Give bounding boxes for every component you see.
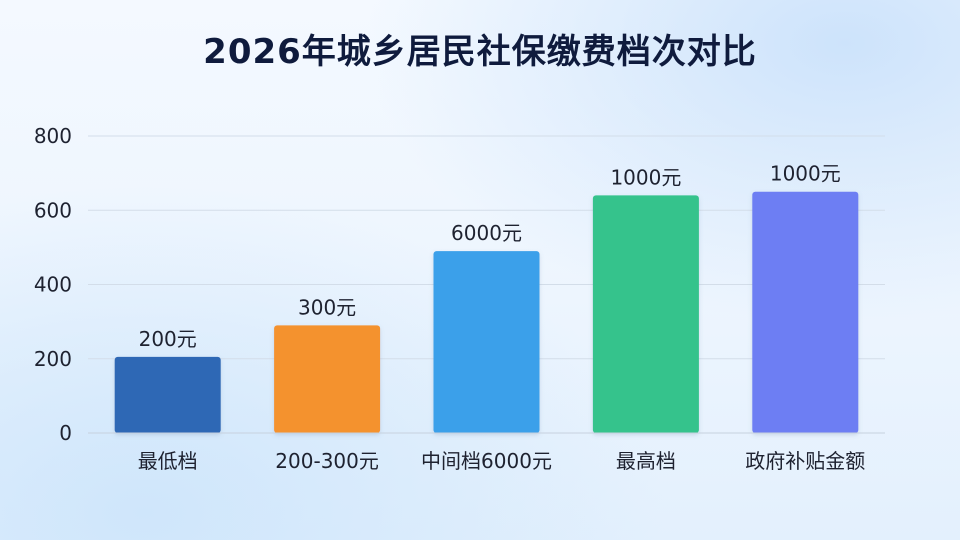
bar bbox=[592, 195, 699, 433]
data-label: 6000元 bbox=[451, 221, 522, 245]
data-label: 1000元 bbox=[610, 165, 681, 189]
data-label: 1000元 bbox=[770, 162, 841, 186]
bar bbox=[433, 251, 540, 433]
x-tick-label: 中间档6000元 bbox=[421, 449, 552, 473]
y-tick-label: 800 bbox=[34, 124, 72, 148]
data-label: 200元 bbox=[139, 327, 197, 351]
bar bbox=[114, 356, 221, 433]
y-tick-label: 600 bbox=[34, 198, 72, 222]
y-tick-label: 0 bbox=[59, 421, 72, 445]
y-tick-label: 200 bbox=[34, 347, 72, 371]
x-tick-label: 200-300元 bbox=[275, 449, 379, 473]
bar bbox=[752, 191, 859, 433]
chart-title: 2026年城乡居民社保缴费档次对比 bbox=[203, 32, 757, 72]
bar bbox=[274, 325, 381, 433]
x-tick-label: 最低档 bbox=[138, 449, 198, 473]
bars: 200元 300元 6000元 1000元 1000元 bbox=[114, 162, 859, 433]
x-tick-label: 政府补贴金额 bbox=[745, 449, 865, 473]
y-tick-label: 400 bbox=[34, 273, 72, 297]
y-axis: 0 200 400 600 800 bbox=[34, 124, 72, 445]
x-tick-label: 最高档 bbox=[616, 449, 676, 473]
x-axis: 最低档 200-300元 中间档6000元 最高档 政府补贴金额 bbox=[88, 432, 885, 473]
data-label: 300元 bbox=[298, 295, 356, 319]
